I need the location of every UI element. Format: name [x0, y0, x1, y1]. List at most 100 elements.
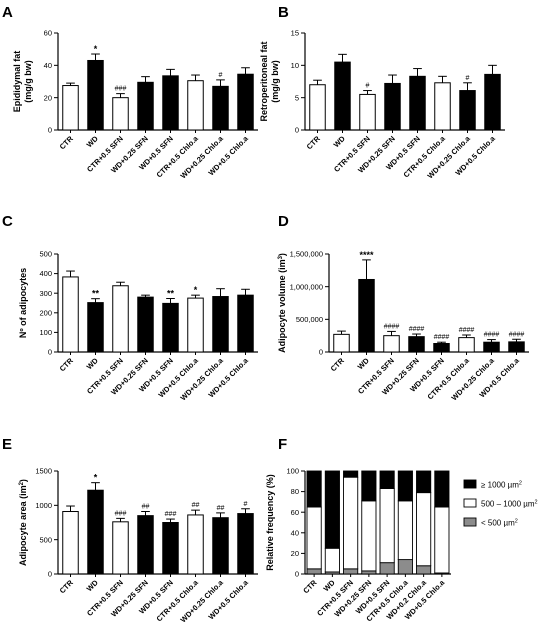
y-tick-label: 400	[39, 269, 52, 278]
significance-mark: **	[167, 288, 175, 298]
bar	[137, 296, 154, 353]
y-axis-label-text: Adipocyte volume (im	[277, 259, 287, 353]
significance-mark: **	[92, 289, 100, 299]
stacked-bar-segment	[324, 470, 340, 549]
y-tick-label: 200	[39, 308, 52, 317]
legend-label: 500 – 1000 µm2	[481, 500, 538, 509]
legend-label-text: < 500 µm	[481, 519, 515, 528]
stacked-bar-segment	[343, 568, 359, 575]
y-axis-label: Adipocyte area (im2)	[18, 479, 28, 566]
significance-mark: ####	[409, 326, 425, 333]
bar	[358, 278, 375, 353]
panel-label: D	[278, 213, 289, 230]
y-tick-label: 0	[48, 126, 52, 135]
y-tick-label: 0	[48, 348, 52, 357]
legend-label-sup: 2	[535, 500, 538, 506]
significance-mark: *	[94, 44, 98, 54]
legend-label: ≥ 1000 µm2	[481, 481, 522, 490]
bar	[137, 515, 154, 575]
y-tick-label: 1,000,000	[290, 282, 323, 291]
bar	[87, 489, 104, 575]
legend-label-sup: 2	[519, 481, 522, 487]
significance-mark: ##	[192, 502, 200, 509]
significance-mark: #	[244, 501, 248, 508]
significance-mark: ####	[384, 323, 400, 330]
legend-label-sup: 2	[515, 519, 518, 525]
y-tick-label: 60	[291, 508, 299, 517]
bar	[237, 73, 254, 131]
panel-label: E	[2, 436, 12, 453]
stacked-bar-segment	[416, 470, 432, 494]
significance-mark: #	[219, 72, 223, 79]
x-tick-label: WD+0.25 Chlo.a	[179, 577, 226, 624]
significance-mark: *	[94, 473, 98, 483]
significance-mark: #	[466, 75, 470, 82]
bar	[334, 61, 351, 131]
bar	[162, 302, 179, 353]
bar	[484, 73, 501, 131]
y-axis-label-text: Relative frequency (%)	[265, 474, 275, 571]
x-tick-label: WD+0.25 Chlo.a	[179, 355, 226, 402]
stacked-bar-segment	[306, 506, 322, 570]
stacked-bar-segment	[343, 476, 359, 570]
stacked-bar-segment	[397, 500, 413, 561]
stacked-bar-segment	[361, 570, 377, 575]
x-tick-label: WD+0.25 Chlo.a	[426, 133, 473, 180]
x-tick-label: CTR	[58, 134, 76, 152]
x-tick-label: WD+0.25 Chlo.a	[179, 133, 226, 180]
bar	[137, 81, 154, 131]
y-axis-label: Adipocyte volume (im3)	[277, 253, 287, 353]
bar	[359, 93, 376, 131]
y-tick-label: 500	[39, 535, 52, 544]
x-tick-label: CTR	[58, 578, 76, 596]
y-axis-label-text: Nº of adipocytes	[18, 268, 28, 338]
bar	[187, 514, 204, 575]
bar	[62, 85, 79, 131]
significance-mark: ###	[165, 511, 177, 518]
y-tick-label: 0	[295, 570, 299, 579]
y-tick-label: 0	[295, 126, 299, 135]
significance-mark: #	[366, 83, 370, 90]
stacked-bar-segment	[306, 568, 322, 575]
stacked-bar-segment	[397, 470, 413, 502]
bar	[112, 521, 129, 575]
bar	[212, 296, 229, 353]
stacked-bar-segment	[306, 470, 322, 508]
y-axis-label-sup: 3	[278, 255, 284, 259]
bar	[237, 294, 254, 353]
bar	[458, 337, 475, 353]
y-tick-label: 500,000	[296, 315, 323, 324]
stacked-bar-segment	[324, 547, 340, 573]
y-tick-label: 10	[291, 61, 299, 70]
bar	[508, 341, 525, 353]
x-tick-label: CTR	[301, 578, 319, 596]
y-tick-label: 40	[44, 61, 52, 70]
bar	[87, 302, 104, 353]
y-tick-label: 60	[44, 29, 52, 38]
y-axis-label-text: Adipocyte area (im	[18, 485, 28, 566]
x-tick-label: WD	[332, 134, 348, 150]
stacked-bar-segment	[397, 559, 413, 575]
y-axis-label-line1: Epididymal fat	[12, 51, 22, 113]
significance-mark: ##	[217, 505, 225, 512]
x-tick-label: CTR	[305, 134, 323, 152]
x-tick-label: WD	[85, 134, 101, 150]
x-tick-label: WD	[85, 578, 101, 594]
legend-label-text: 500 – 1000 µm	[481, 500, 535, 509]
bar	[62, 276, 79, 353]
stacked-bar-segment	[361, 470, 377, 502]
panel-label: C	[2, 213, 13, 230]
bar	[187, 297, 204, 353]
y-axis-label-line1: Retroperitoneal fat	[259, 41, 269, 121]
bar	[309, 84, 326, 131]
x-tick-label: WD	[356, 356, 372, 372]
y-tick-label: 0	[48, 570, 52, 579]
y-axis-label-line2: (mg/g bw)	[270, 60, 280, 103]
bar	[162, 75, 179, 131]
x-tick-label: WD	[85, 356, 101, 372]
y-axis-label-end: )	[277, 253, 287, 256]
